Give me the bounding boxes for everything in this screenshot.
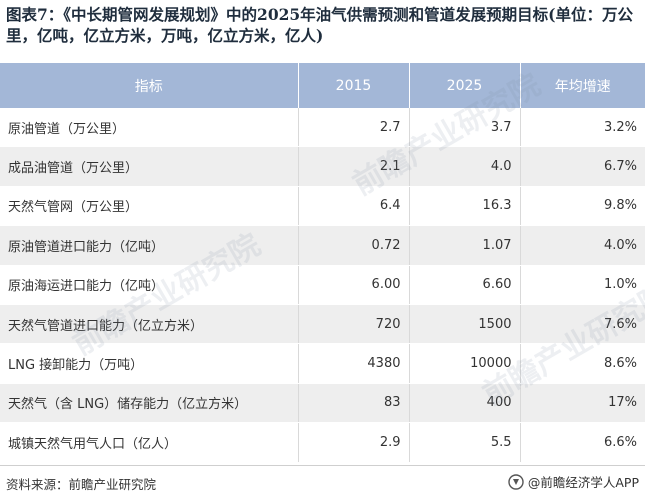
- value-2025: 3.7: [409, 108, 521, 148]
- row-name: LNG 接卸能力（万吨）: [0, 343, 299, 384]
- row-name: 原油管道（万公里）: [0, 108, 299, 148]
- table-row: 成品油管道（万公里） 2.1 4.0 6.7%: [0, 146, 645, 187]
- value-growth: 8.6%: [520, 343, 645, 384]
- value-2015: 0.72: [298, 225, 410, 266]
- data-table-container: 指标 2015 2025 年均增速 原油管道（万公里） 2.7 3.7 3.2%…: [0, 63, 645, 463]
- chart-title: 图表7：《中长期管网发展规划》中的2025年油气供需预测和管道发展预期目标(单位…: [6, 5, 634, 45]
- data-table: 指标 2015 2025 年均增速 原油管道（万公里） 2.7 3.7 3.2%…: [0, 63, 645, 463]
- value-growth: 6.6%: [520, 422, 645, 463]
- value-2025: 6.60: [409, 265, 521, 305]
- row-name: 城镇天然气用气人口（亿人）: [0, 422, 299, 463]
- row-name: 原油管道进口能力（亿吨）: [0, 225, 299, 266]
- table-row: 原油管道（万公里） 2.7 3.7 3.2%: [0, 108, 645, 148]
- table-row: LNG 接卸能力（万吨） 4380 10000 8.6%: [0, 343, 645, 384]
- value-2025: 4.0: [409, 146, 521, 187]
- value-2015: 720: [298, 304, 410, 345]
- row-name: 天然气管网（万公里）: [0, 186, 299, 227]
- table-row: 城镇天然气用气人口（亿人） 2.9 5.5 6.6%: [0, 422, 645, 463]
- row-name: 原油海运进口能力（亿吨）: [0, 265, 299, 305]
- value-2025: 1.07: [409, 225, 521, 266]
- value-growth: 1.0%: [520, 265, 645, 305]
- header-2025: 2025: [409, 63, 521, 108]
- value-growth: 3.2%: [520, 108, 645, 148]
- value-growth: 17%: [520, 383, 645, 424]
- table-row: 天然气管网（万公里） 6.4 16.3 9.8%: [0, 186, 645, 227]
- value-2015: 6.4: [298, 186, 410, 227]
- value-2025: 5.5: [409, 422, 521, 463]
- brand-logo-icon: [508, 473, 524, 490]
- value-growth: 4.0%: [520, 225, 645, 266]
- value-2015: 2.7: [298, 108, 410, 148]
- table-row: 原油管道进口能力（亿吨） 0.72 1.07 4.0%: [0, 225, 645, 266]
- table-row: 天然气（含 LNG）储存能力（亿立方米） 83 400 17%: [0, 383, 645, 424]
- table-header-row: 指标 2015 2025 年均增速: [0, 63, 645, 108]
- table-row: 原油海运进口能力（亿吨） 6.00 6.60 1.0%: [0, 265, 645, 305]
- row-name: 成品油管道（万公里）: [0, 146, 299, 187]
- value-2015: 6.00: [298, 265, 410, 305]
- value-growth: 9.8%: [520, 186, 645, 227]
- value-growth: 7.6%: [520, 304, 645, 345]
- source-text: 资料来源：前瞻产业研究院: [6, 477, 157, 492]
- header-2015: 2015: [298, 63, 410, 108]
- row-name: 天然气管道进口能力（亿立方米）: [0, 304, 299, 345]
- row-name: 天然气（含 LNG）储存能力（亿立方米）: [0, 383, 299, 424]
- value-2015: 2.9: [298, 422, 410, 463]
- value-2015: 2.1: [298, 146, 410, 187]
- value-2015: 83: [298, 383, 410, 424]
- value-2025: 10000: [409, 343, 521, 384]
- value-2015: 4380: [298, 343, 410, 384]
- brand-text: @前瞻经济学人APP: [527, 475, 639, 490]
- value-2025: 1500: [409, 304, 521, 345]
- value-growth: 6.7%: [520, 146, 645, 187]
- value-2025: 16.3: [409, 186, 521, 227]
- value-2025: 400: [409, 383, 521, 424]
- header-indicator: 指标: [0, 63, 299, 108]
- footer: 资料来源：前瞻产业研究院 @前瞻经济学人APP: [0, 465, 645, 502]
- brand-label: @前瞻经济学人APP: [508, 472, 639, 491]
- header-growth: 年均增速: [520, 63, 645, 108]
- table-row: 天然气管道进口能力（亿立方米） 720 1500 7.6%: [0, 304, 645, 345]
